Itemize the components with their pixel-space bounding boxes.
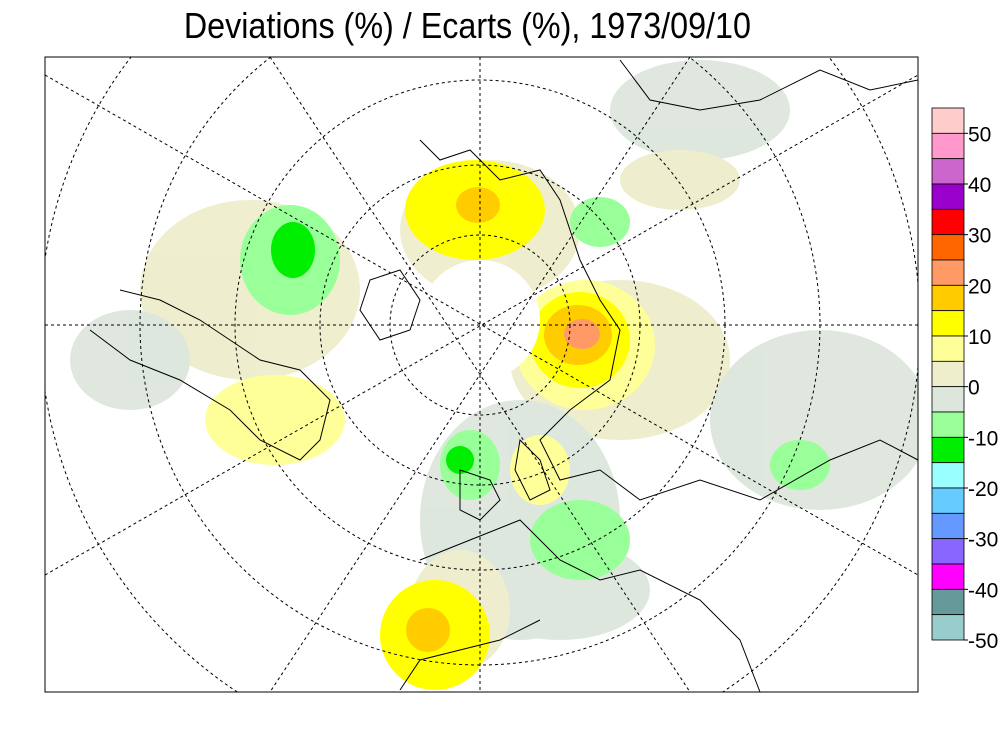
title: Deviations (%) / Ecarts (%), 1973/09/10 (184, 6, 751, 46)
color-swatch (931, 614, 965, 641)
color-swatch (931, 588, 965, 616)
color-swatch (931, 107, 965, 134)
colorbar-label: -20 (968, 478, 998, 501)
colorbar-label: 10 (968, 326, 991, 349)
color-swatch (931, 234, 965, 261)
colorbar-label: 40 (968, 174, 991, 197)
color-swatch (931, 386, 965, 413)
color-swatch (931, 158, 965, 185)
colorbar: 50 40 30 20 10 0 -10 -20 -30 -40 -50 (931, 107, 998, 653)
color-swatch (931, 563, 965, 590)
color-swatch (931, 462, 965, 489)
color-swatch (931, 487, 965, 514)
colorbar-label: 20 (968, 275, 991, 298)
color-swatch (931, 436, 965, 464)
colorbar-label: 50 (968, 123, 991, 146)
colorbar-label: -30 (968, 529, 998, 552)
color-swatch (931, 512, 965, 540)
color-swatch (931, 310, 965, 337)
colorbar-label: -40 (968, 579, 998, 602)
color-swatch (931, 132, 965, 160)
color-swatch (931, 538, 965, 565)
colorbar-label: -50 (968, 630, 998, 653)
colorbar-label: 30 (968, 225, 991, 248)
map (45, 57, 918, 692)
color-swatch (931, 183, 965, 210)
color-swatch (931, 208, 965, 236)
color-swatch (931, 335, 965, 362)
colorbar-label: 0 (968, 377, 980, 400)
color-swatch (931, 284, 965, 312)
colorbar-label: -10 (968, 427, 998, 450)
color-swatch (931, 259, 965, 286)
color-swatch (931, 360, 965, 388)
map-frame (44, 56, 919, 693)
color-swatch (931, 411, 965, 438)
